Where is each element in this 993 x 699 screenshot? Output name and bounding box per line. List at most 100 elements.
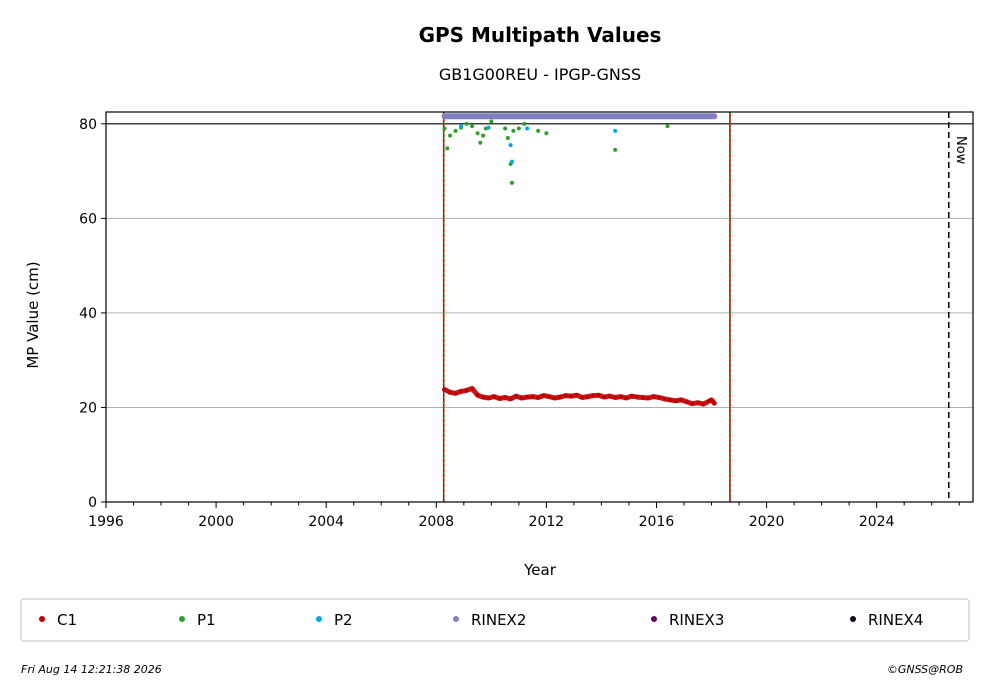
legend: C1 P1 P2 RINEX2 RINEX3 RINEX4 — [39, 611, 923, 629]
data-point — [541, 393, 546, 398]
data-point — [613, 147, 618, 152]
data-point — [486, 125, 491, 130]
data-point — [552, 396, 557, 400]
data-point — [712, 401, 717, 406]
series-p1 — [442, 119, 670, 185]
legend-marker-p2 — [316, 616, 322, 622]
x-tick-label: 2024 — [859, 514, 895, 530]
data-point — [544, 131, 549, 136]
data-point — [503, 126, 508, 131]
data-point — [536, 395, 541, 400]
vertical-markers — [442, 112, 950, 502]
data-point — [668, 397, 673, 402]
data-point — [607, 394, 612, 399]
legend-marker-rinex3 — [651, 616, 657, 622]
chart-subtitle: GB1G00REU - IPGP-GNSS — [439, 65, 641, 84]
data-point — [519, 396, 524, 400]
legend-marker-c1 — [39, 616, 45, 622]
y-tick-label: 0 — [88, 495, 97, 511]
data-point — [464, 388, 469, 393]
data-point — [509, 180, 514, 185]
data-point — [654, 114, 659, 119]
data-point — [684, 399, 689, 404]
data-point — [682, 114, 686, 119]
data-point — [525, 126, 530, 131]
data-point — [464, 121, 469, 126]
data-point — [673, 398, 678, 403]
data-point — [516, 126, 521, 131]
data-point — [481, 395, 486, 400]
data-point — [569, 394, 574, 399]
data-point — [481, 133, 486, 138]
x-axis-label: Year — [523, 561, 557, 579]
y-tick-label: 40 — [79, 306, 97, 322]
data-point — [489, 119, 494, 124]
data-point — [514, 394, 519, 399]
data-point — [679, 397, 684, 402]
legend-box — [20, 598, 970, 642]
data-point — [470, 124, 475, 129]
data-point — [530, 394, 535, 399]
x-tick-label: 2012 — [529, 514, 565, 530]
data-point — [596, 393, 601, 398]
data-point — [629, 394, 634, 399]
chart-title: GPS Multipath Values — [419, 23, 662, 47]
legend-label-p2: P2 — [334, 611, 353, 629]
data-points — [441, 113, 718, 407]
data-point — [657, 395, 662, 400]
legend-label-rinex2: RINEX2 — [471, 611, 526, 629]
x-tick-label: 2004 — [308, 514, 344, 530]
data-point — [536, 128, 541, 133]
data-point — [618, 394, 623, 399]
data-point — [651, 394, 656, 399]
data-point — [442, 387, 447, 392]
data-point — [442, 126, 447, 131]
data-point — [486, 396, 491, 400]
footer-timestamp: Fri Aug 14 12:21:38 2026 — [21, 663, 162, 676]
data-point — [525, 395, 530, 400]
data-point — [505, 136, 510, 140]
data-point — [613, 128, 618, 133]
data-point — [602, 395, 607, 400]
data-point — [695, 400, 700, 405]
series-c1 — [442, 386, 717, 407]
data-point — [509, 159, 514, 164]
data-point — [508, 396, 513, 401]
series-rinex2 — [441, 113, 718, 120]
data-point — [448, 390, 453, 395]
data-point — [571, 114, 576, 119]
data-point — [558, 395, 563, 400]
data-point — [497, 396, 502, 401]
data-point — [709, 397, 714, 402]
data-point — [445, 146, 450, 151]
x-tick-label: 2016 — [639, 514, 675, 530]
y-axis-label: MP Value (cm) — [24, 261, 42, 368]
data-point — [580, 395, 585, 400]
data-point — [478, 140, 483, 145]
data-point — [475, 393, 480, 398]
data-point — [453, 128, 458, 133]
data-point — [646, 396, 651, 400]
grid-lines — [106, 123, 973, 408]
data-point — [547, 394, 552, 399]
legend-label-p1: P1 — [197, 611, 216, 629]
data-point — [635, 395, 640, 400]
data-point — [522, 121, 527, 126]
legend-marker-p1 — [179, 616, 185, 622]
data-point — [701, 402, 706, 407]
data-point — [544, 114, 549, 119]
legend-label-rinex4: RINEX4 — [868, 611, 923, 629]
data-point — [640, 395, 645, 400]
x-tick-label: 2008 — [418, 514, 454, 530]
data-point — [461, 114, 466, 119]
data-point — [511, 128, 516, 133]
series-c1-band — [442, 386, 717, 407]
series-p2 — [459, 124, 618, 164]
data-point — [508, 143, 513, 148]
data-point — [662, 396, 667, 401]
data-point — [492, 394, 497, 399]
data-point — [665, 124, 670, 129]
legend-label-c1: C1 — [57, 611, 77, 629]
data-point — [442, 114, 447, 119]
